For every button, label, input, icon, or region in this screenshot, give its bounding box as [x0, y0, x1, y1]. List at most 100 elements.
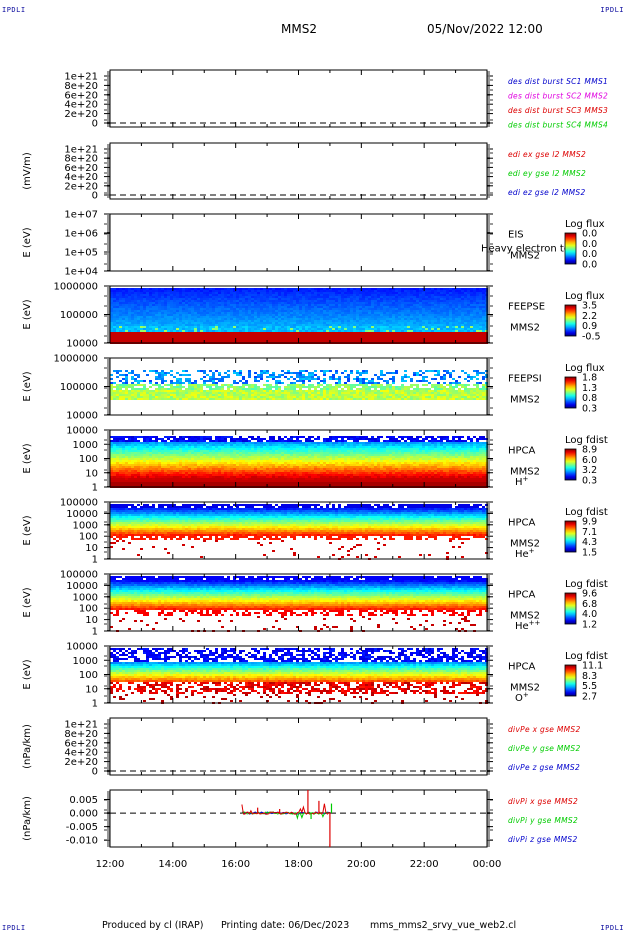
heatmap-cell: [335, 306, 338, 308]
heatmap-cell: [164, 306, 167, 308]
heatmap-cell: [350, 372, 353, 374]
heatmap-cell: [449, 306, 452, 308]
heatmap-cell: [242, 382, 245, 384]
heatmap-cell: [335, 386, 338, 388]
heatmap-cell: [227, 392, 230, 394]
heatmap-cell: [239, 374, 242, 376]
heatmap-cell: [272, 314, 275, 316]
heatmap-cell: [332, 296, 335, 298]
heatmap-cell: [218, 318, 221, 320]
heatmap-cell: [257, 386, 260, 388]
heatmap-cell: [302, 336, 305, 338]
heatmap-cell: [413, 298, 416, 300]
heatmap-cell: [170, 298, 173, 300]
heatmap-cell: [215, 334, 218, 336]
heatmap-cell: [182, 332, 185, 334]
heatmap-cell: [152, 392, 155, 394]
heatmap-cell: [458, 302, 461, 304]
heatmap-cell: [467, 310, 470, 312]
heatmap-cell: [341, 330, 344, 332]
heatmap-cell: [476, 320, 479, 322]
heatmap-cell: [449, 312, 452, 314]
heatmap-cell: [218, 340, 221, 342]
heatmap-cell: [143, 302, 146, 304]
heatmap-cell: [182, 294, 185, 296]
heatmap-cell: [476, 378, 479, 380]
heatmap-cell: [152, 314, 155, 316]
heatmap-cell: [311, 298, 314, 300]
heatmap-cell: [347, 340, 350, 342]
heatmap-cell: [356, 306, 359, 308]
heatmap-cell: [344, 336, 347, 338]
heatmap-cell: [362, 322, 365, 324]
heatmap-cell: [371, 332, 374, 334]
heatmap-cell: [218, 394, 221, 396]
heatmap-cell: [359, 298, 362, 300]
heatmap-cell: [308, 314, 311, 316]
heatmap-cell: [221, 288, 224, 290]
heatmap-cell: [134, 318, 137, 320]
heatmap-cell: [401, 292, 404, 294]
heatmap-cell: [401, 394, 404, 396]
heatmap-cell: [377, 328, 380, 330]
heatmap-cell: [458, 388, 461, 390]
heatmap-cell: [230, 308, 233, 310]
heatmap-cell: [239, 304, 242, 306]
heatmap-cell: [395, 324, 398, 326]
heatmap-cell: [449, 304, 452, 306]
heatmap-cell: [320, 388, 323, 390]
heatmap-cell: [290, 394, 293, 396]
heatmap-cell: [443, 340, 446, 342]
heatmap-cell: [365, 372, 368, 374]
heatmap-cell: [182, 370, 185, 372]
heatmap-cell: [263, 314, 266, 316]
heatmap-cell: [257, 290, 260, 292]
heatmap-cell: [332, 288, 335, 290]
heatmap-cell: [347, 304, 350, 306]
heatmap-cell: [458, 288, 461, 290]
heatmap-cell: [260, 300, 263, 302]
heatmap-cell: [383, 330, 386, 332]
heatmap-cell: [281, 318, 284, 320]
heatmap-cell: [173, 294, 176, 296]
heatmap-cell: [401, 338, 404, 340]
heatmap-cell: [410, 296, 413, 298]
heatmap-cell: [389, 340, 392, 342]
heatmap-cell: [410, 332, 413, 334]
heatmap-cell: [161, 288, 164, 290]
heatmap-cell: [386, 394, 389, 396]
heatmap-cell: [167, 336, 170, 338]
heatmap-cell: [380, 296, 383, 298]
heatmap-cell: [122, 382, 125, 384]
heatmap-cell: [239, 294, 242, 296]
heatmap-cell: [371, 334, 374, 336]
heatmap-cell: [293, 332, 296, 334]
heatmap-cell: [410, 326, 413, 328]
heatmap-cell: [368, 340, 371, 342]
heatmap-cell: [398, 304, 401, 306]
heatmap-cell: [194, 316, 197, 318]
heatmap-cell: [206, 336, 209, 338]
legend-entry: des dist burst SC2 MMS2: [508, 92, 608, 101]
heatmap-cell: [125, 376, 128, 378]
heatmap-cell: [446, 302, 449, 304]
heatmap-cell: [194, 392, 197, 394]
heatmap-cell: [215, 390, 218, 392]
heatmap-cell: [392, 314, 395, 316]
heatmap-cell: [209, 332, 212, 334]
heatmap-cell: [407, 336, 410, 338]
heatmap-cell: [188, 320, 191, 322]
heatmap-cell: [392, 376, 395, 378]
heatmap-cell: [233, 392, 236, 394]
heatmap-cell: [464, 322, 467, 324]
heatmap-cell: [356, 340, 359, 342]
heatmap-cell: [269, 336, 272, 338]
heatmap-cell: [266, 376, 269, 378]
heatmap-cell: [482, 288, 485, 290]
heatmap-cell: [476, 292, 479, 294]
heatmap-cell: [152, 300, 155, 302]
heatmap-cell: [185, 292, 188, 294]
heatmap-cell: [128, 292, 131, 294]
y-tick-label: 8e+20: [64, 154, 98, 165]
heatmap-cell: [158, 300, 161, 302]
